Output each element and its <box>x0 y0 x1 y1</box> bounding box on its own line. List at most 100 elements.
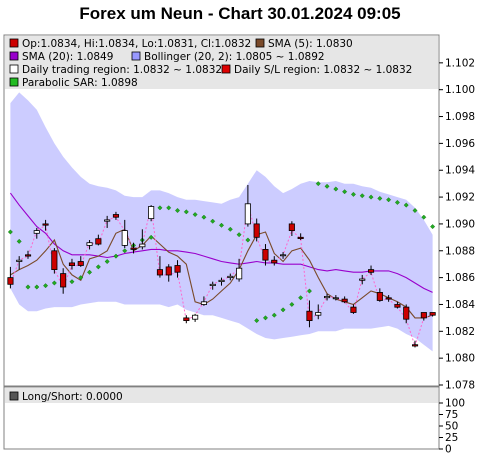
psar-point <box>16 238 22 244</box>
candle <box>341 296 348 304</box>
candle-body <box>323 295 331 299</box>
candle <box>359 274 366 285</box>
candle-body <box>332 297 339 300</box>
y-tick-label: 1.082 <box>445 326 475 338</box>
candle-body <box>271 259 278 264</box>
candle-body <box>403 306 410 320</box>
candle <box>394 301 401 309</box>
psar-point <box>104 259 110 264</box>
y-tick-label: 1.086 <box>445 272 475 284</box>
legend-trading-region-label: Daily trading region: 1.0832 ~ 1.0832 <box>22 64 222 76</box>
candle-body <box>104 219 111 222</box>
candle-body <box>60 273 67 288</box>
psar-point <box>175 208 181 213</box>
y-tick-label: 1.084 <box>445 299 475 311</box>
candle <box>192 313 199 322</box>
legend-ohlc: Op:1.0834, Hi:1.0834, Lo:1.0831, Cl:1.08… <box>9 38 251 50</box>
candle-body <box>121 230 128 246</box>
legend-sma20: SMA (20): 1.0849 <box>9 51 113 63</box>
y-tick-label: 1.088 <box>445 245 475 257</box>
candle <box>60 268 67 294</box>
y-tick-label: 1.078 <box>445 380 475 392</box>
candle-body <box>359 278 366 281</box>
candle-body <box>86 242 93 246</box>
psar-point <box>359 193 365 199</box>
legend-psar-swatch <box>9 77 19 87</box>
psar-point <box>368 194 374 200</box>
psar-point <box>324 183 330 189</box>
candle-body <box>315 312 322 316</box>
candle-body <box>42 223 49 226</box>
legend-bollinger-label: Bollinger (20, 2): 1.0805 ~ 1.0892 <box>144 51 325 63</box>
legend-sl-region-swatch <box>221 64 231 74</box>
candle <box>174 260 181 278</box>
candle-body <box>306 310 313 322</box>
candle-body <box>385 297 392 300</box>
legend-sma5-swatch <box>255 38 265 48</box>
psar-point <box>333 186 339 192</box>
candle-body <box>77 261 84 266</box>
candle <box>112 211 120 220</box>
psar-point <box>412 208 418 213</box>
candle <box>42 219 49 231</box>
candle <box>24 250 32 259</box>
legend-sl-region-label: Daily S/L region: 1.0832 ~ 1.0832 <box>234 64 412 76</box>
y-tick-label: 1.092 <box>445 192 475 204</box>
y-tick-label: 1.090 <box>445 218 475 230</box>
psar-point <box>87 269 93 275</box>
candle <box>148 205 155 222</box>
candle-body <box>7 277 14 285</box>
psar-point <box>421 214 427 220</box>
psar-point <box>122 248 128 254</box>
psar-point <box>350 191 356 197</box>
candle-body <box>16 259 23 262</box>
candle-body <box>297 236 304 240</box>
candle <box>130 242 137 254</box>
candle <box>279 252 287 259</box>
candle <box>33 227 40 239</box>
candle-body <box>165 266 172 276</box>
candle-body <box>156 269 164 276</box>
y-tick-label: 1.098 <box>445 111 475 123</box>
candle <box>315 304 322 320</box>
psar-point <box>227 226 233 232</box>
candle <box>297 233 304 241</box>
psar-point <box>342 189 348 195</box>
legend-sma20-label: SMA (20): 1.0849 <box>22 51 113 63</box>
legend-sma20-swatch <box>9 51 19 61</box>
psar-point <box>298 295 304 301</box>
candle-body <box>95 238 102 245</box>
sub-legend-box <box>5 388 438 403</box>
sma5-line <box>10 228 433 319</box>
psar-point <box>95 264 101 270</box>
candle <box>332 295 339 301</box>
candle-body <box>262 248 269 261</box>
psar-point <box>201 214 207 220</box>
legend-ohlc-label: Op:1.0834, Hi:1.0834, Lo:1.0831, Cl:1.08… <box>22 38 251 50</box>
candle <box>376 288 383 302</box>
candle-body <box>253 223 260 238</box>
psar-point <box>113 253 119 259</box>
candle-body <box>411 344 419 347</box>
candle <box>156 256 164 278</box>
candle <box>262 244 269 266</box>
candle-body <box>139 243 146 248</box>
candle <box>306 300 313 328</box>
legend-sma5-label: SMA (5): 1.0830 <box>268 38 353 50</box>
candle <box>227 273 234 281</box>
candle-body <box>183 317 190 321</box>
candle <box>200 296 208 306</box>
candle <box>16 256 23 270</box>
psar-point <box>157 205 163 211</box>
candle <box>429 312 436 317</box>
psar-point <box>236 232 242 238</box>
candle-body <box>279 254 287 257</box>
psar-point <box>271 312 277 318</box>
candle-body <box>174 265 181 273</box>
candle-body <box>227 275 234 278</box>
bollinger-band-fill <box>10 92 433 352</box>
candle <box>253 218 260 242</box>
candle-body <box>420 312 427 319</box>
